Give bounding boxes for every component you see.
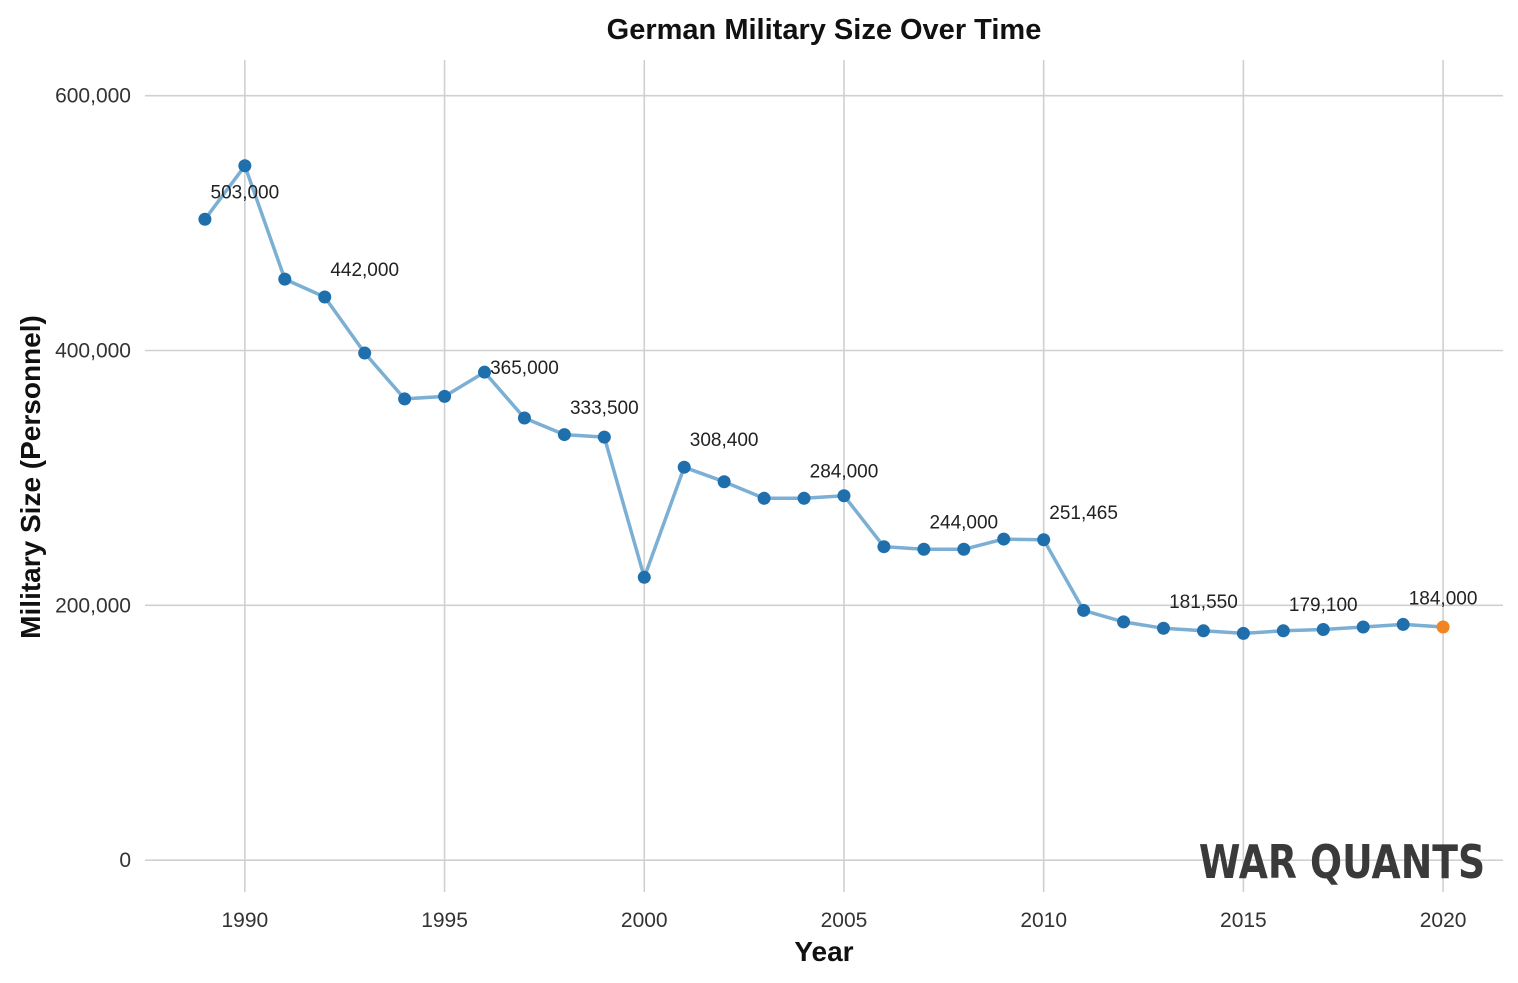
data-point-2001: [677, 460, 691, 474]
data-point-2000: [637, 570, 651, 584]
watermark-logo: WAR QUANTS: [1199, 835, 1485, 889]
data-label-2011: 251,465: [1049, 503, 1118, 524]
data-label-2005: 284,000: [810, 461, 879, 482]
data-point-1997: [517, 411, 531, 425]
data-point-2012: [1117, 615, 1131, 629]
data-label-1997: 365,000: [490, 358, 559, 379]
data-point-1996: [478, 365, 491, 379]
data-point-2018: [1356, 620, 1370, 634]
data-label-1999: 333,500: [570, 398, 639, 419]
data-point-2002: [717, 475, 731, 489]
axis-tick-labels: 1990 1995 2000 2005 2010 2015 2020 0 200,000 400,…: [55, 85, 1466, 932]
data-point-2003: [757, 491, 771, 505]
data-point-2004: [797, 491, 811, 505]
x-tick-label-2015: 2015: [1220, 909, 1267, 932]
data-label-1990: 503,000: [211, 182, 280, 203]
data-series: [198, 159, 1450, 640]
data-point-1999: [597, 430, 611, 444]
x-axis-title: Year: [794, 936, 853, 967]
data-point-2005: [837, 489, 851, 503]
grid-lines: [145, 60, 1503, 892]
series-line: [203, 164, 1445, 636]
data-point-2007: [917, 542, 931, 556]
data-point-2019: [1396, 617, 1410, 631]
data-point-1990: [238, 159, 252, 173]
data-point-2016: [1276, 624, 1290, 638]
data-point-1994: [398, 392, 412, 406]
x-tick-label-1995: 1995: [421, 909, 468, 932]
data-point-2009: [997, 532, 1011, 546]
data-point-2020: [1436, 620, 1450, 634]
data-point-1989: [198, 212, 212, 226]
data-label-2014: 181,550: [1169, 592, 1238, 613]
y-tick-label-200000: 200,000: [55, 594, 131, 617]
data-label-2008: 244,000: [929, 512, 998, 533]
data-point-1992: [318, 290, 332, 304]
y-tick-label-400000: 400,000: [55, 339, 131, 362]
data-point-1998: [557, 428, 571, 442]
data-label-1993: 442,000: [330, 260, 399, 281]
x-tick-label-2000: 2000: [621, 909, 668, 932]
data-label-2020: 184,000: [1409, 589, 1478, 610]
data-point-1993: [358, 346, 372, 360]
y-tick-label-0: 0: [119, 849, 131, 872]
data-point-1991: [278, 272, 292, 286]
chart-title: German Military Size Over Time: [607, 14, 1042, 46]
data-point-2006: [877, 540, 891, 554]
data-point-2013: [1157, 621, 1170, 635]
data-label-2017: 179,100: [1289, 595, 1358, 616]
data-point-2008: [957, 542, 971, 556]
x-tick-label-2005: 2005: [821, 909, 868, 932]
data-point-1995: [438, 389, 452, 403]
x-tick-label-1990: 1990: [221, 909, 268, 932]
data-point-2011: [1077, 603, 1091, 617]
x-tick-label-2020: 2020: [1420, 909, 1467, 932]
y-axis-title: Military Size (Personnel): [15, 315, 46, 639]
data-label-2002: 308,400: [690, 430, 759, 451]
data-point-2010: [1037, 533, 1051, 547]
data-labels: 503,000 442,000 365,000 333,500 308,400 284,0…: [211, 182, 1478, 616]
x-tick-label-2010: 2010: [1020, 909, 1067, 932]
data-point-2014: [1196, 624, 1210, 638]
y-tick-label-600000: 600,000: [55, 85, 131, 108]
data-point-2015: [1236, 626, 1250, 640]
data-point-2017: [1316, 623, 1330, 637]
